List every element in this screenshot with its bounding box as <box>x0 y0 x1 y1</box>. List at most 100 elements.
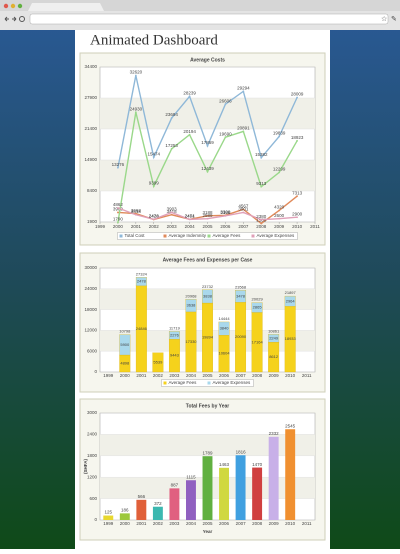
bar-segment <box>235 290 247 303</box>
chart-title: Average Costs <box>190 57 225 63</box>
y-tick-label: 27900 <box>84 95 97 100</box>
point <box>170 211 173 214</box>
x-tick-label: 2009 <box>269 373 280 378</box>
bar <box>119 513 130 520</box>
x-tick-label: 2009 <box>269 521 280 526</box>
data-label: 2451 <box>185 214 196 219</box>
y-tick-label: 3000 <box>87 410 98 415</box>
x-tick-label: 2000 <box>113 224 124 229</box>
point <box>188 95 191 98</box>
bar-segment <box>268 334 280 343</box>
point <box>206 144 209 147</box>
minimize-button[interactable] <box>10 3 16 9</box>
data-label: 2478 <box>137 279 147 284</box>
x-tick-label: 2006 <box>220 224 231 229</box>
bar <box>252 467 263 520</box>
maximize-button[interactable] <box>17 3 23 9</box>
data-label: 17164 <box>252 339 264 344</box>
point <box>117 221 119 224</box>
bar <box>103 515 114 520</box>
bookmark-star[interactable]: ☆ <box>381 15 387 23</box>
y-tick-label: 12000 <box>84 328 97 333</box>
data-label: 17253 <box>165 143 178 148</box>
data-label: 2332 <box>269 431 280 436</box>
address-bar[interactable] <box>29 13 389 25</box>
data-label: 1816 <box>236 449 247 454</box>
data-label: 186 <box>121 508 129 513</box>
x-tick-label: 2001 <box>136 521 147 526</box>
bar-segment <box>218 321 230 336</box>
legend-swatch <box>163 234 167 238</box>
x-tick-label: 2010 <box>285 521 296 526</box>
data-label: 372 <box>154 501 162 506</box>
x-tick-label: 2004 <box>186 373 197 378</box>
point <box>152 185 155 188</box>
y-tick-label: 30000 <box>84 265 97 270</box>
point <box>224 103 227 106</box>
x-tick-label: 2004 <box>186 521 197 526</box>
point <box>278 135 281 138</box>
x-tick-label: 2008 <box>256 224 267 229</box>
total-label: 10798 <box>119 329 131 334</box>
data-label: 29294 <box>237 86 250 91</box>
data-label: 9313 <box>256 181 267 186</box>
point <box>242 130 245 133</box>
forward-button[interactable] <box>12 16 17 22</box>
close-button[interactable] <box>3 3 9 9</box>
x-tick-label: 2003 <box>169 521 180 526</box>
x-tick-label: 2011 <box>302 373 312 378</box>
point <box>170 117 173 119</box>
data-label: 125 <box>105 510 113 515</box>
page-title: Animated Dashboard <box>90 32 218 48</box>
data-label: 17869 <box>201 140 214 145</box>
data-label: 3638 <box>187 303 197 308</box>
y-tick-label: 0 <box>94 369 97 374</box>
data-label: 2380 <box>256 214 267 219</box>
data-label: 3840 <box>220 326 230 331</box>
point <box>134 111 137 114</box>
tab[interactable] <box>28 3 104 11</box>
data-label: 2900 <box>292 211 303 216</box>
grid-band <box>100 98 315 129</box>
data-label: 2474 <box>149 213 160 218</box>
legend-swatch <box>251 234 255 238</box>
y-tick-label: 600 <box>89 496 97 501</box>
data-label: 3300 <box>220 210 231 215</box>
back-button[interactable] <box>4 16 9 22</box>
data-label: 3662 <box>131 208 142 213</box>
data-label: 28009 <box>291 92 304 97</box>
point <box>242 90 245 93</box>
data-label: 1470 <box>252 462 263 467</box>
y-tick-label: 21400 <box>84 126 97 131</box>
data-label: 887 <box>171 483 179 488</box>
point <box>170 147 173 150</box>
data-label: 24930 <box>130 106 143 111</box>
data-label: 15382 <box>255 152 268 157</box>
x-tick-label: 2011 <box>310 224 320 229</box>
legend-swatch <box>163 381 167 385</box>
x-tick-label: 2010 <box>292 224 303 229</box>
data-label: 1790 <box>113 217 124 222</box>
y-tick-label: 34400 <box>84 64 97 69</box>
point <box>206 217 209 220</box>
reload-button[interactable] <box>19 16 25 22</box>
x-tick-label: 2010 <box>285 373 296 378</box>
data-label: 9399 <box>149 180 160 185</box>
settings-icon[interactable]: ✎ <box>391 16 397 23</box>
data-label: 28239 <box>183 91 196 96</box>
data-label: 4320 <box>274 205 285 210</box>
data-label: 2600 <box>274 213 285 218</box>
point <box>278 217 281 220</box>
total-label: 10861 <box>268 328 280 333</box>
charts: Average Costs 1900 8400 14900 21400 27900 3440… <box>79 52 326 541</box>
data-label: 3900 <box>113 207 124 212</box>
legend-swatch <box>207 381 211 385</box>
x-tick-label: 2002 <box>149 224 160 229</box>
data-label: 17330 <box>185 339 197 344</box>
x-axis-label: Year <box>203 529 213 534</box>
bar-segment <box>185 299 197 313</box>
point <box>206 214 209 217</box>
point <box>260 185 263 188</box>
data-label: 18933 <box>285 336 297 341</box>
